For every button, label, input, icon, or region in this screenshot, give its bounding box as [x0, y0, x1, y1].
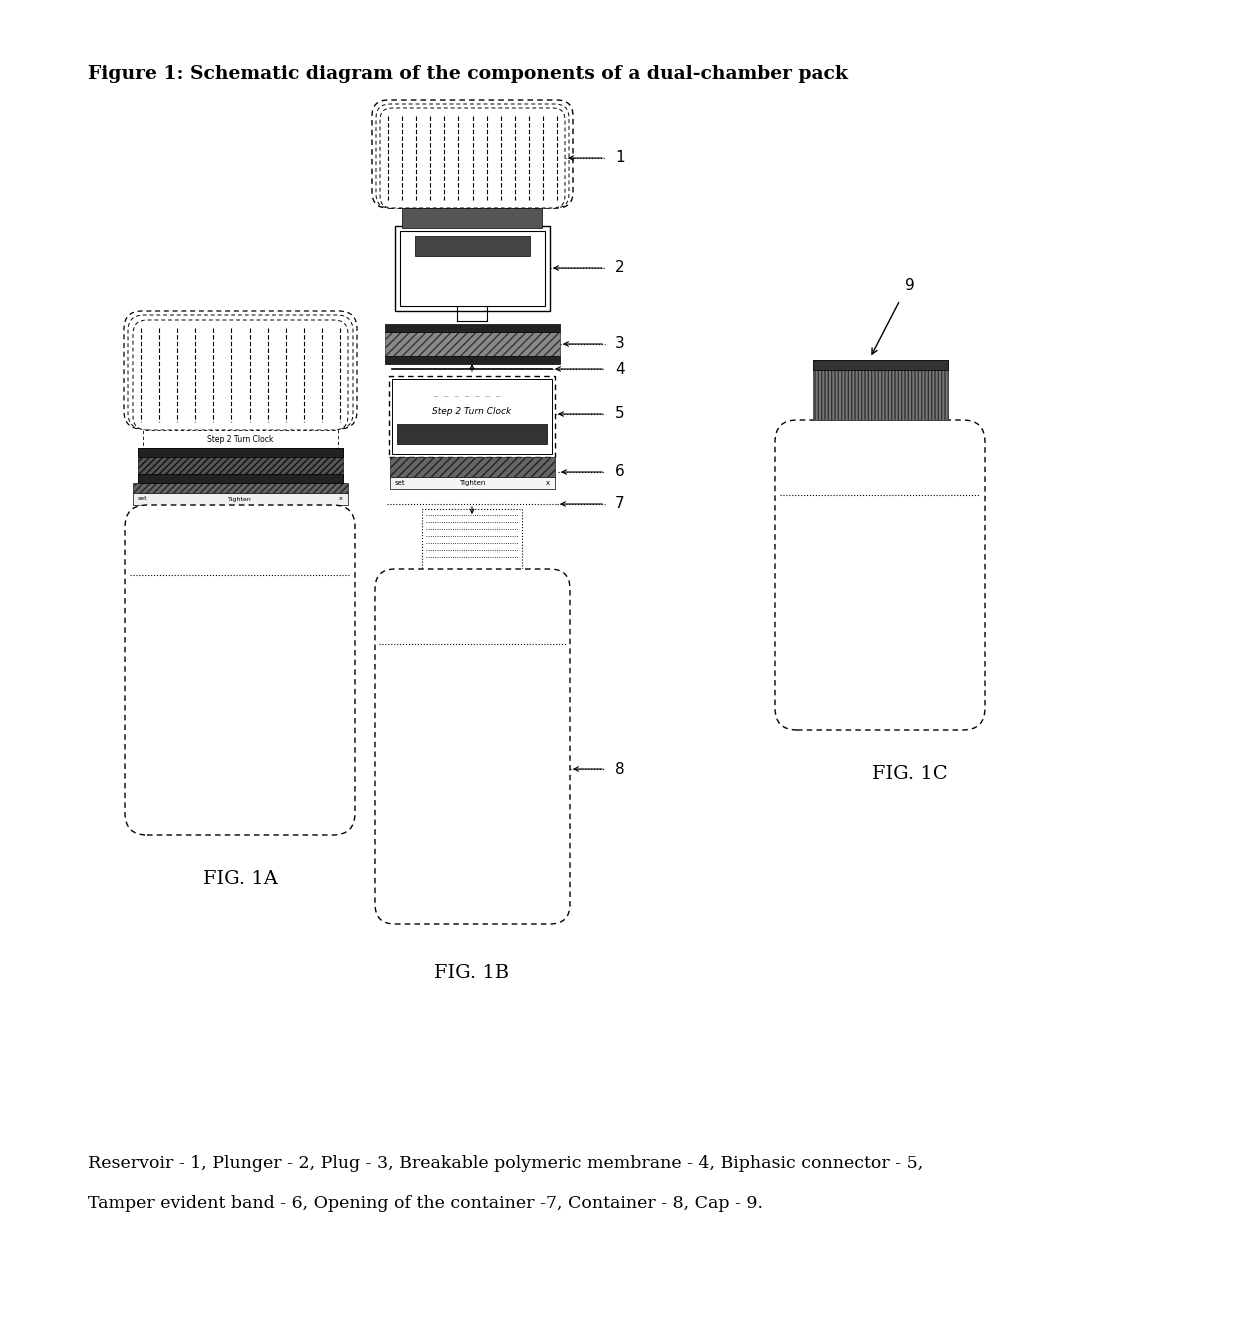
FancyBboxPatch shape: [775, 420, 985, 730]
Bar: [397, 424, 547, 444]
Text: 2: 2: [615, 261, 625, 275]
Bar: [813, 360, 949, 369]
Text: 4: 4: [615, 361, 625, 376]
Text: FIG. 1B: FIG. 1B: [434, 964, 510, 982]
FancyBboxPatch shape: [372, 101, 573, 208]
FancyBboxPatch shape: [374, 569, 570, 924]
Bar: [813, 360, 949, 420]
Bar: [138, 448, 343, 483]
Text: 3: 3: [615, 336, 625, 351]
Bar: [384, 324, 560, 332]
Bar: [133, 483, 348, 493]
Text: FIG. 1A: FIG. 1A: [202, 870, 278, 888]
Bar: [143, 430, 339, 448]
FancyBboxPatch shape: [125, 504, 355, 835]
Text: 5: 5: [615, 406, 625, 421]
Bar: [415, 236, 529, 256]
Text: 8: 8: [615, 761, 625, 776]
FancyBboxPatch shape: [376, 105, 569, 208]
FancyBboxPatch shape: [128, 315, 353, 429]
Text: Reservoir - 1, Plunger - 2, Plug - 3, Breakable polymeric membrane - 4, Biphasic: Reservoir - 1, Plunger - 2, Plug - 3, Br…: [88, 1155, 924, 1172]
Bar: [384, 332, 560, 356]
Bar: [138, 448, 343, 457]
Bar: [422, 508, 522, 569]
Bar: [391, 457, 556, 477]
Bar: [391, 477, 556, 489]
FancyBboxPatch shape: [379, 109, 565, 208]
FancyBboxPatch shape: [133, 320, 348, 430]
Bar: [389, 376, 556, 457]
Text: FIG. 1C: FIG. 1C: [872, 765, 947, 782]
Text: Tighten: Tighten: [459, 481, 485, 486]
Bar: [133, 493, 348, 504]
Text: 6: 6: [615, 465, 625, 479]
Text: Figure 1: Schematic diagram of the components of a dual-chamber pack: Figure 1: Schematic diagram of the compo…: [88, 65, 848, 83]
Text: Tamper evident band - 6, Opening of the container -7, Container - 8, Cap - 9.: Tamper evident band - 6, Opening of the …: [88, 1196, 763, 1211]
Text: 1: 1: [615, 151, 625, 166]
Text: set: set: [138, 496, 148, 502]
Text: Tighten: Tighten: [228, 496, 252, 502]
Bar: [396, 226, 551, 311]
Bar: [401, 230, 546, 306]
FancyBboxPatch shape: [124, 311, 357, 429]
Text: ~  ~  ~  ~  ~  ~  ~: ~ ~ ~ ~ ~ ~ ~: [433, 395, 501, 400]
Bar: [384, 356, 560, 364]
Text: x: x: [340, 496, 343, 502]
Text: Step 2 Turn Clock: Step 2 Turn Clock: [207, 434, 273, 444]
Bar: [392, 379, 552, 454]
Text: 9: 9: [905, 278, 915, 293]
Text: set: set: [396, 481, 405, 486]
Bar: [138, 474, 343, 483]
Text: x: x: [546, 481, 551, 486]
Bar: [402, 208, 542, 228]
Text: 7: 7: [615, 496, 625, 511]
Text: Step 2 Turn Clock: Step 2 Turn Clock: [433, 408, 512, 417]
